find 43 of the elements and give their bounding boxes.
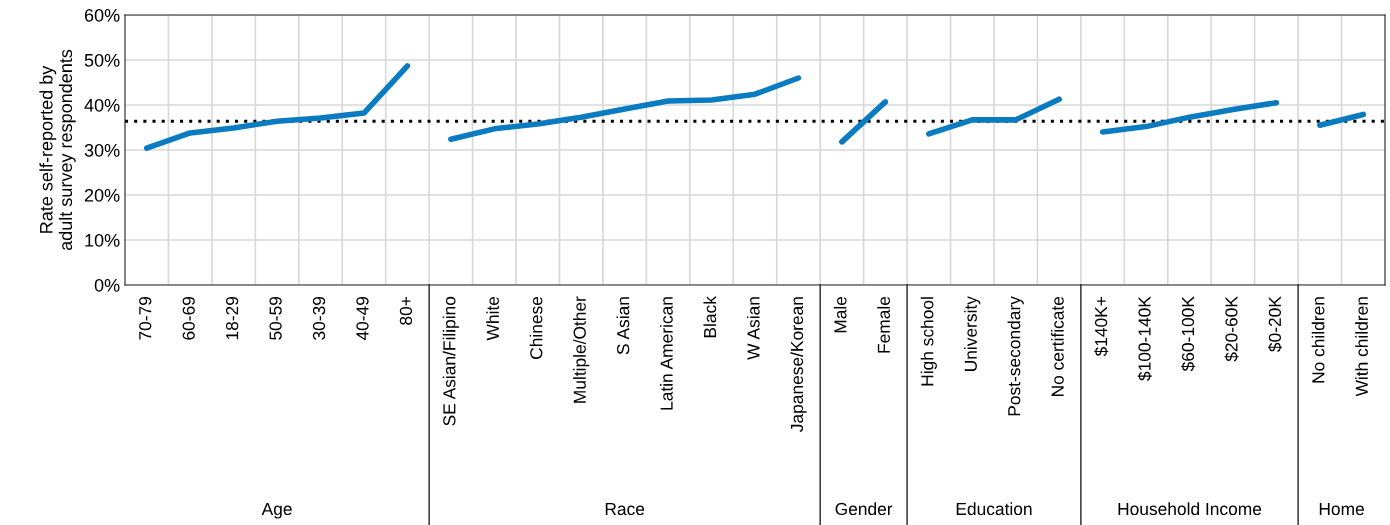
- x-tick-label: Multiple/Other: [573, 296, 590, 403]
- x-tick-label: 40-49: [356, 296, 369, 341]
- x-tick-label: $20-60K: [1224, 296, 1239, 362]
- x-tick-label: $140K+: [1094, 296, 1109, 357]
- x-tick-label: W Asian: [746, 297, 760, 360]
- text: Education: [956, 502, 1032, 516]
- text: Age: [261, 503, 292, 519]
- x-tick-label: Chinese: [529, 296, 543, 359]
- y-axis-title: Rate self-reported by adult survey respondents: [39, 49, 76, 251]
- x-tick-label: SE Asian/Filipino: [442, 296, 459, 426]
- x-tick-label: Post-secondary: [1007, 296, 1024, 416]
- y-tick-label: 40%: [84, 98, 120, 112]
- y-tick-label: 30%: [84, 143, 120, 157]
- x-tick-label: White: [486, 296, 499, 341]
- x-tick-label: 80+: [399, 296, 413, 325]
- x-tick-label: 50-59: [269, 296, 282, 340]
- y-tick-label: 60%: [84, 8, 120, 22]
- x-tick-label: Black: [703, 296, 717, 338]
- x-tick-label: Female: [877, 296, 891, 353]
- x-tick-label: High school: [920, 297, 937, 386]
- x-tick-label: University: [964, 296, 981, 371]
- y-tick-label: 0%: [94, 278, 120, 292]
- x-tick-label: $100-140K: [1137, 296, 1152, 381]
- x-tick-label: 70-79: [139, 296, 152, 340]
- x-tick-label: 18-29: [225, 296, 239, 340]
- x-tick-label: Male: [833, 296, 847, 333]
- x-tick-label: 60-69: [182, 296, 195, 340]
- x-tick-label: 30-39: [312, 296, 326, 340]
- x-tick-label: Latin American: [660, 297, 673, 410]
- x-tick-label: $60-100K: [1181, 296, 1196, 372]
- text: Household Income: [1118, 502, 1262, 516]
- x-tick-label: Japanese/Korean: [790, 297, 807, 432]
- y-tick-label: 10%: [85, 233, 120, 247]
- y-tick-label: 20%: [84, 188, 120, 202]
- text: Race: [605, 503, 645, 516]
- x-tick-label: No certificate: [1051, 296, 1064, 396]
- y-tick-label: 50%: [84, 53, 120, 67]
- x-tick-label: No children: [1311, 297, 1325, 383]
- x-tick-label: $0-20K: [1268, 296, 1283, 352]
- x-tick-label: S Asian: [616, 297, 630, 355]
- x-tick-label: With children: [1355, 297, 1368, 397]
- text: Gender: [835, 502, 893, 516]
- text: Home: [1319, 503, 1364, 516]
